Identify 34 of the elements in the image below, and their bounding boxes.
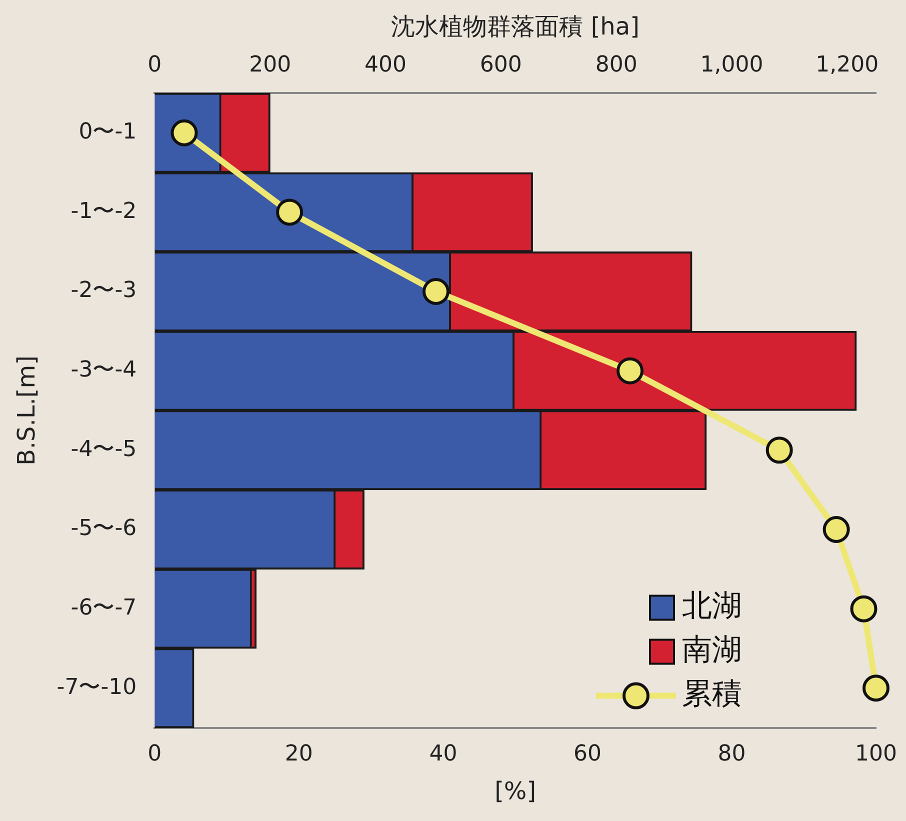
x-tick-label: 200 — [249, 52, 292, 78]
point — [862, 674, 890, 702]
legend-label: 南湖 — [682, 632, 742, 668]
x2-tick-label: 40 — [429, 742, 458, 767]
y-tick-label: -2〜-3 — [70, 278, 137, 304]
y-tick-label: -6〜-7 — [70, 596, 137, 621]
x2-tick-label: 0 — [148, 742, 162, 767]
point — [422, 278, 450, 306]
y-tick-label: -4〜-5 — [70, 436, 137, 462]
y-tick-label: -5〜-6 — [70, 516, 137, 542]
y-tick-label: -1〜-2 — [70, 198, 137, 224]
point — [616, 357, 644, 384]
x-axis-title: 沈水植物群落面積 [ha] — [391, 12, 640, 41]
x-tick-label: 800 — [595, 52, 638, 78]
x2-tick-label: 100 — [855, 742, 897, 767]
x-tick-label: 600 — [480, 52, 522, 78]
point — [766, 436, 793, 464]
point — [276, 198, 304, 226]
y-axis-title: B.S.L.[m] — [12, 355, 41, 466]
y-tick-label: -3〜-4 — [70, 358, 137, 383]
x-tick-label: 0 — [148, 52, 162, 78]
x-tick-label: 1,200 — [816, 52, 879, 78]
legend-label: 北湖 — [682, 588, 742, 624]
x2-tick-label: 20 — [284, 742, 313, 767]
point — [822, 516, 850, 543]
x2-tick-label: 60 — [573, 742, 602, 767]
y-tick-label: -7〜-10 — [56, 674, 137, 700]
x-tick-label: 400 — [364, 52, 406, 78]
x-tick-label: 1,000 — [700, 52, 764, 78]
legend-label: 累積 — [682, 676, 742, 712]
y-tick-label: 0〜-1 — [78, 120, 137, 145]
x2-axis-title: [%] — [494, 776, 536, 805]
point — [850, 595, 878, 622]
x2-tick-label: 80 — [718, 742, 746, 767]
